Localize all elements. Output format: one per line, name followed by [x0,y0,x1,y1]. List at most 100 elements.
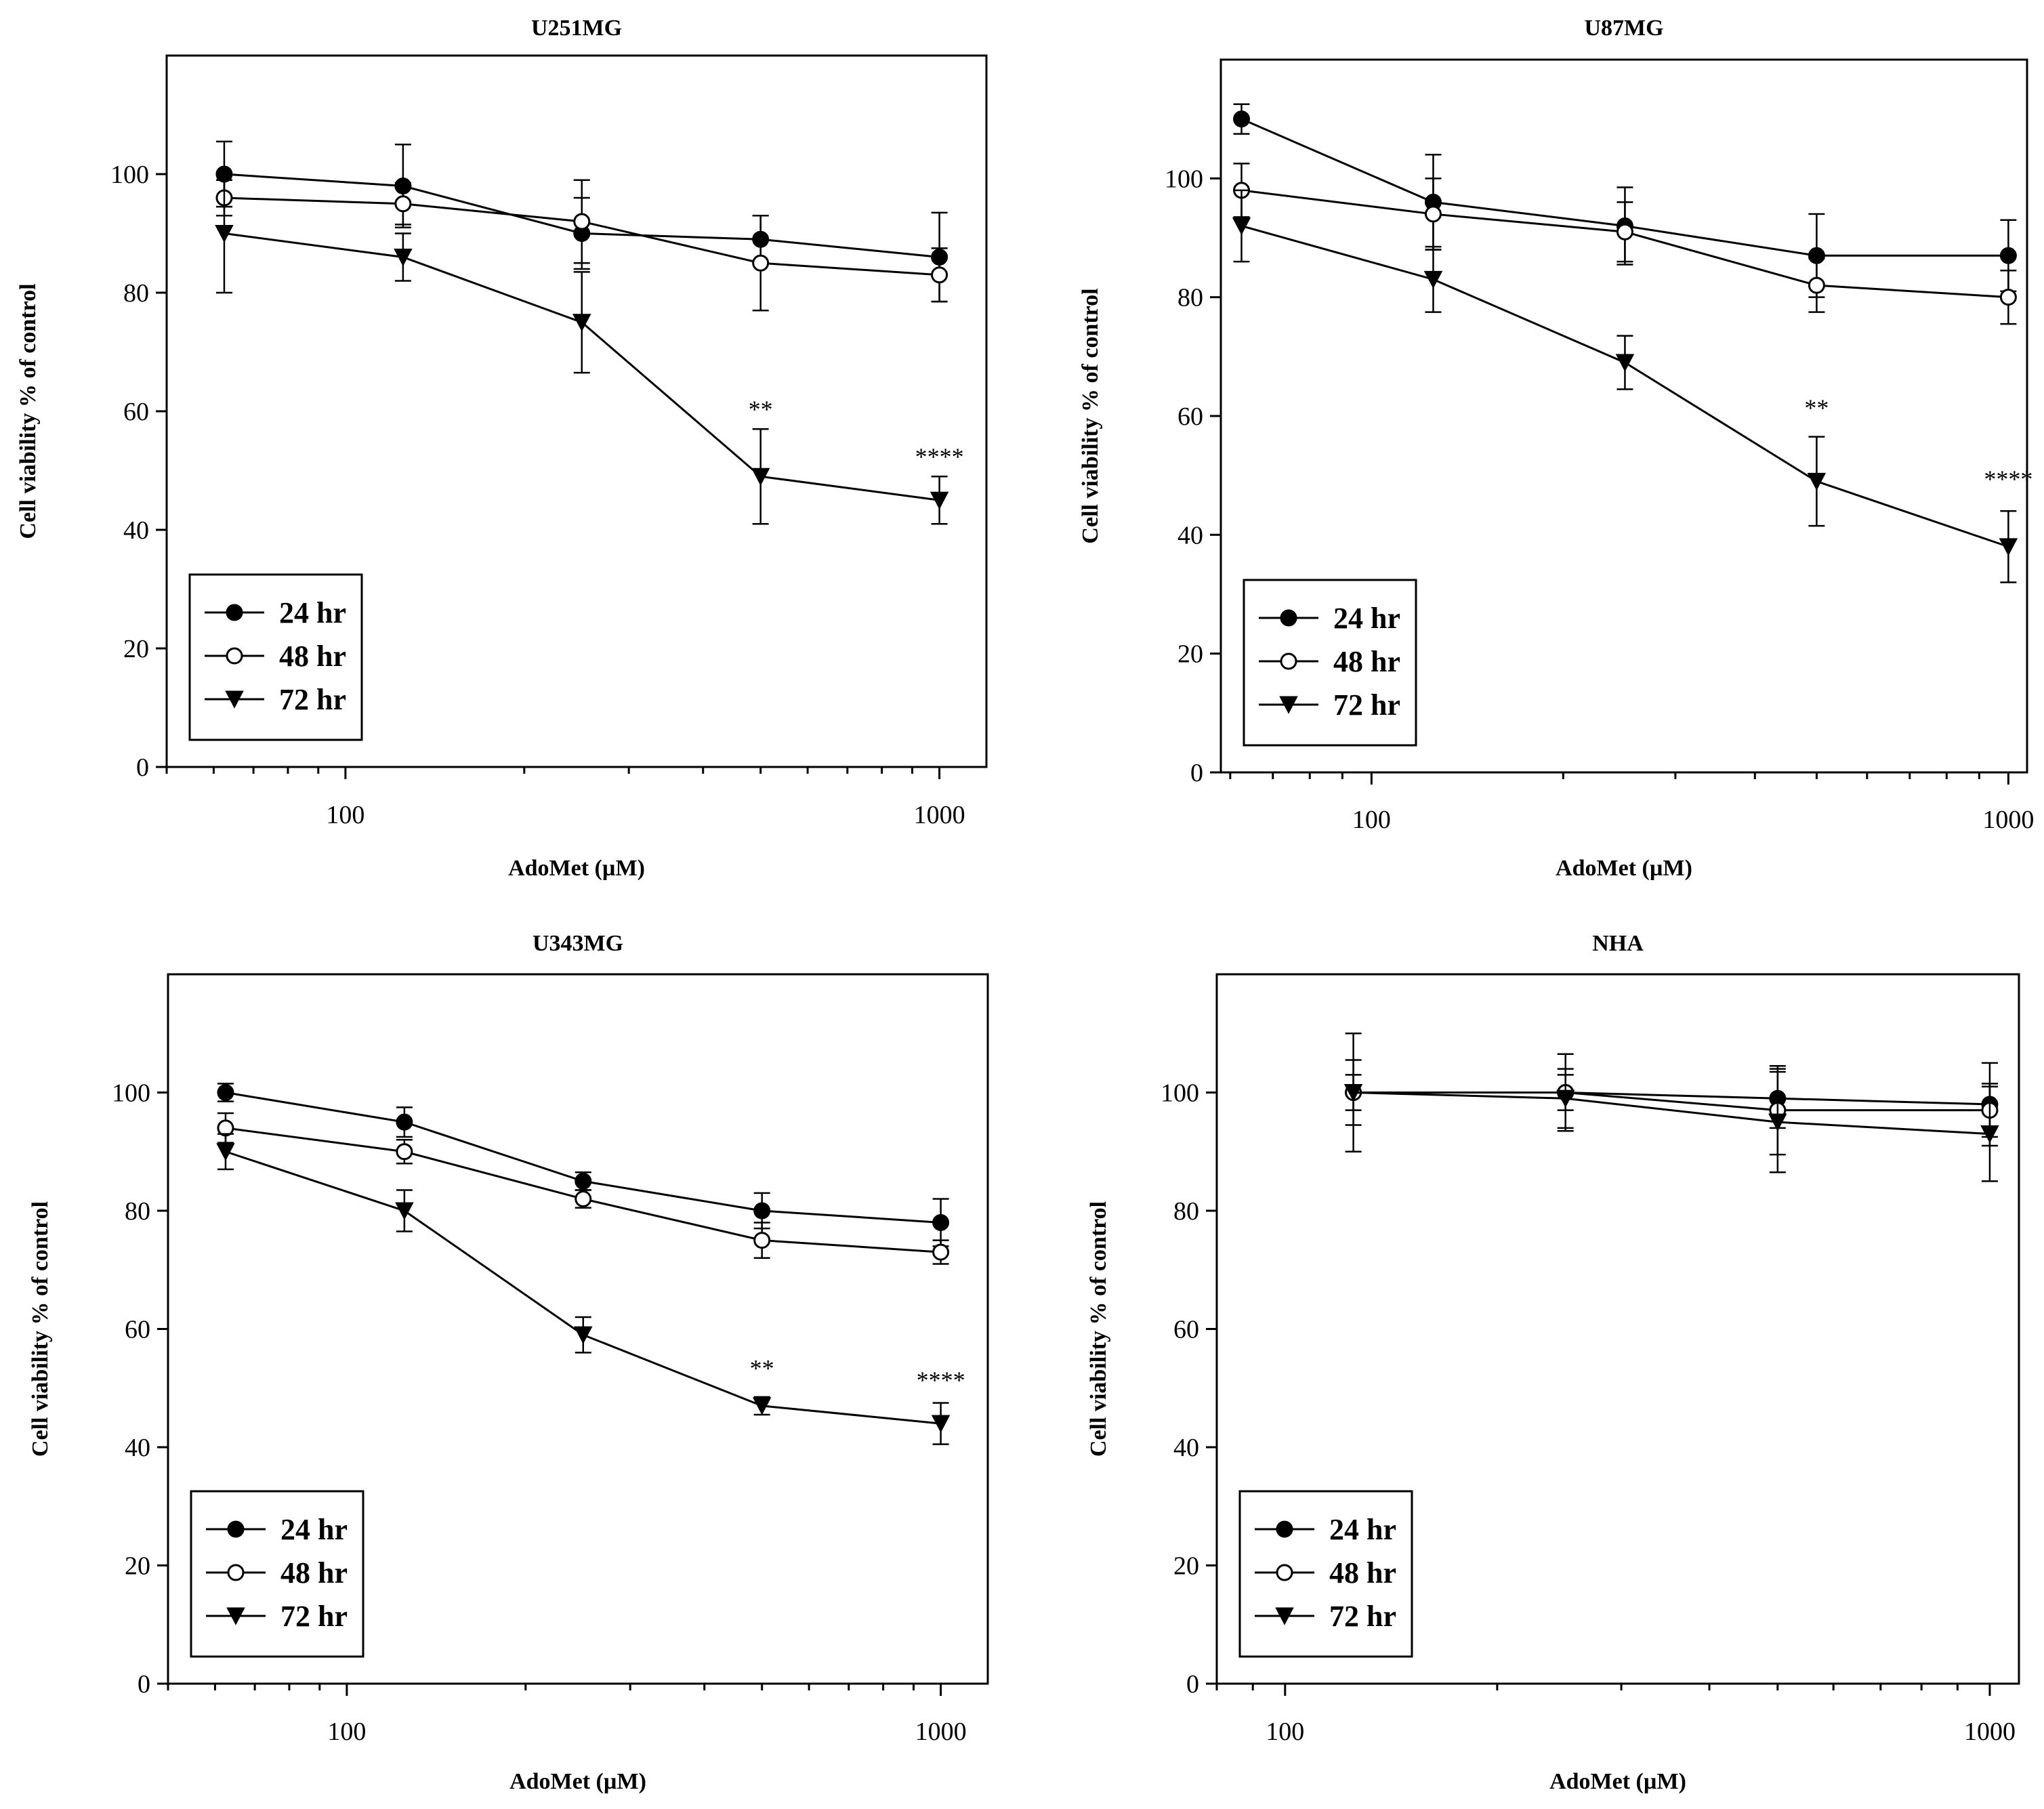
y-axis-label: Cell viability % of control [16,283,41,539]
legend-item: 48 hr [206,1556,348,1589]
data-point [932,1243,950,1261]
legend-label: 24 hr [1329,1513,1396,1546]
y-tick-label: 0 [1190,759,1203,787]
legend-label: 72 hr [1329,1600,1396,1633]
data-point [930,491,949,510]
y-tick-label: 80 [125,1197,150,1226]
y-tick-label: 0 [1186,1670,1199,1699]
data-point [574,1326,593,1344]
legend-item: 24 hr [1259,602,1400,635]
legend-item: 48 hr [205,640,346,673]
legend-marker [1280,652,1297,670]
data-point [575,1190,592,1208]
series-line [1353,1091,1990,1136]
x-tick-label: 1000 [1964,1718,2016,1746]
data-point [1999,538,2018,556]
y-tick-label: 100 [112,1079,150,1108]
data-point [1768,1113,1787,1131]
y-tick-label: 60 [125,1316,150,1344]
y-tick-label: 0 [136,753,149,782]
data-point [1556,1089,1575,1108]
y-tick-label: 40 [125,1434,150,1462]
data-point [1233,110,1251,128]
data-point [1615,354,1635,372]
data-point [753,1232,771,1249]
y-tick-label: 40 [1173,1434,1199,1462]
data-point [1616,223,1633,241]
chart-title: U251MG [531,16,622,41]
y-tick-label: 0 [138,1670,150,1699]
data-point [394,248,413,267]
y-tick-label: 40 [1177,521,1203,549]
data-point [1808,276,1825,294]
x-tick-label: 1000 [1982,806,2034,834]
legend-item: 72 hr [206,1600,348,1633]
data-point [1423,270,1443,289]
data-point [396,1143,413,1161]
legend-marker [226,1607,245,1625]
chart-panel-u251mg: U251MG 0 20 40 60 80 100 100 1000 AdoMet (µM) Cell… [16,16,988,881]
x-axis-label: AdoMet (µM) [508,856,645,881]
x-axis-label: AdoMet (µM) [1556,856,1692,881]
x-tick-label: 100 [1352,806,1391,834]
legend-marker [225,690,244,709]
series-48-hr [1345,1059,1999,1156]
chart-panel-u343mg: U343MG 0 20 40 60 80 100 100 1000 AdoMet (µM) Cell… [28,931,989,1794]
legend-label: 48 hr [1333,645,1400,678]
legend-item: 24 hr [1255,1513,1396,1546]
series-48-hr [217,1112,950,1265]
y-tick-label: 20 [123,635,149,663]
legend-marker [226,647,243,665]
x-axis-label: AdoMet (µM) [1549,1769,1686,1794]
x-tick-label: 1000 [915,1718,967,1746]
data-point [394,195,412,213]
x-tick-label: 100 [1266,1718,1304,1746]
legend-box [190,1490,364,1658]
y-tick-label: 80 [123,279,149,308]
x-tick-label: 100 [327,1718,366,1746]
y-tick-label: 100 [1161,1079,1199,1108]
data-point [753,1202,771,1220]
legend-item: 72 hr [1259,688,1400,722]
series-24-hr [217,1083,950,1247]
series-24-hr [1233,103,2017,298]
data-point [1232,217,1251,236]
y-tick-label: 20 [125,1552,150,1581]
data-point [575,1172,592,1190]
y-tick-label: 60 [1177,402,1203,431]
data-point [932,1213,950,1231]
data-point [1999,247,2017,264]
significance-label: ** [1804,394,1829,421]
legend-label: 72 hr [1333,688,1400,722]
series-72-hr [216,1133,951,1445]
legend-item: 48 hr [1255,1556,1396,1589]
data-point [573,213,591,230]
legend: 24 hr 48 hr 72 hr [188,573,363,741]
y-tick-label: 20 [1173,1552,1199,1581]
legend-item: 72 hr [1255,1600,1396,1633]
x-axis-label: AdoMet (µM) [509,1769,646,1794]
legend-item: 24 hr [206,1513,348,1546]
significance-label: ** [750,1354,774,1381]
data-point [752,254,770,272]
legend-label: 48 hr [279,640,346,673]
data-point [395,1202,414,1220]
chart-title: U343MG [533,931,623,956]
data-point [396,1113,413,1131]
y-axis-label: Cell viability % of control [1078,288,1103,543]
legend-marker [1279,696,1298,714]
legend: 24 hr 48 hr 72 hr [1243,579,1417,747]
y-axis-label: Cell viability % of control [28,1201,53,1457]
data-point [1343,1083,1363,1102]
legend-label: 72 hr [279,683,346,716]
legend-label: 24 hr [279,596,346,629]
data-point [1999,289,2017,306]
legend-marker [1280,609,1297,627]
chart-panel-u87mg: U87MG 0 20 40 60 80 100 100 1000 AdoMet (µM) Cell … [1078,16,2034,881]
chart-title: NHA [1592,931,1644,956]
series-72-hr [1343,1068,1999,1182]
legend-box [1243,579,1417,747]
x-tick-label: 1000 [914,801,965,829]
legend-item: 48 hr [1259,645,1400,678]
series-72-hr [1232,189,2018,583]
